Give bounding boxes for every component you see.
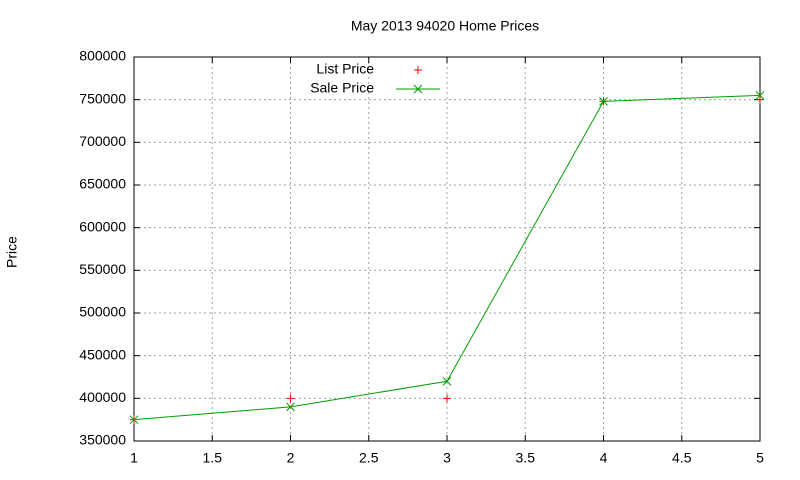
x-tick-label: 4 <box>600 450 608 466</box>
plot-frame <box>133 56 761 442</box>
chart-title: May 2013 94020 Home Prices <box>351 18 539 34</box>
x-tick-label: 1.5 <box>203 450 223 466</box>
y-tick-label: 600000 <box>79 218 126 234</box>
y-tick-label: 650000 <box>79 176 126 192</box>
x-tick-label: 3.5 <box>516 450 536 466</box>
y-tick-label: 500000 <box>79 304 126 320</box>
x-tick-label: 5 <box>756 450 764 466</box>
data-point <box>286 394 295 403</box>
data-point <box>756 95 764 104</box>
y-tick-label: 350000 <box>79 432 126 448</box>
y-tick-label: 450000 <box>79 346 126 362</box>
data-point <box>442 376 452 386</box>
y-tick-label: 700000 <box>79 133 126 149</box>
legend-label: List Price <box>316 61 374 77</box>
legend-marker <box>414 66 422 74</box>
y-tick-label: 400000 <box>79 389 126 405</box>
data-point <box>286 402 295 412</box>
x-tick-label: 2 <box>287 450 295 466</box>
x-tick-label: 4.5 <box>672 450 692 466</box>
x-tick-label: 1 <box>130 450 138 466</box>
y-tick-label: 550000 <box>79 261 126 277</box>
data-point <box>129 415 139 425</box>
x-tick-label: 3 <box>443 450 451 466</box>
data-point <box>443 394 451 403</box>
x-tick-label: 2.5 <box>359 450 379 466</box>
y-tick-label: 750000 <box>79 90 126 106</box>
data-point <box>599 97 608 106</box>
y-axis-label: Price <box>4 236 20 268</box>
legend-label: Sale Price <box>310 80 374 96</box>
y-tick-label: 800000 <box>79 48 126 64</box>
data-point <box>755 91 765 100</box>
legend-marker <box>413 84 423 94</box>
